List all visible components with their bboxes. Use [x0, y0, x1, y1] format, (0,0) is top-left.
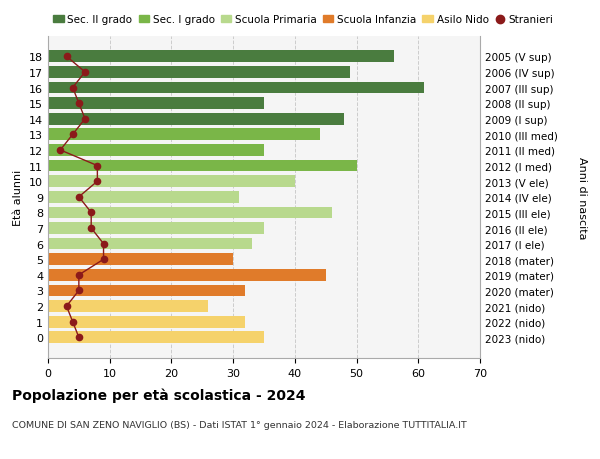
Bar: [48, 254, 233, 265]
Bar: [48, 129, 320, 141]
Bar: [48, 160, 356, 172]
Bar: [48, 83, 424, 94]
Text: COMUNE DI SAN ZENO NAVIGLIO (BS) - Dati ISTAT 1° gennaio 2024 - Elaborazione TUT: COMUNE DI SAN ZENO NAVIGLIO (BS) - Dati …: [12, 420, 467, 429]
Bar: [48, 51, 394, 63]
Bar: [48, 223, 264, 235]
Y-axis label: Età alunni: Età alunni: [13, 169, 23, 225]
Bar: [48, 191, 239, 203]
Bar: [48, 316, 245, 328]
Bar: [48, 67, 350, 78]
Bar: [48, 301, 208, 312]
Bar: [48, 285, 245, 297]
Text: Popolazione per età scolastica - 2024: Popolazione per età scolastica - 2024: [12, 388, 305, 403]
Bar: [48, 114, 344, 125]
Bar: [48, 269, 326, 281]
Bar: [48, 332, 264, 343]
Legend: Sec. II grado, Sec. I grado, Scuola Primaria, Scuola Infanzia, Asilo Nido, Stran: Sec. II grado, Sec. I grado, Scuola Prim…: [53, 15, 554, 25]
Bar: [48, 207, 332, 219]
Bar: [48, 98, 264, 110]
Bar: [48, 145, 264, 157]
Bar: [48, 238, 251, 250]
Y-axis label: Anni di nascita: Anni di nascita: [577, 156, 587, 239]
Bar: [48, 176, 295, 188]
